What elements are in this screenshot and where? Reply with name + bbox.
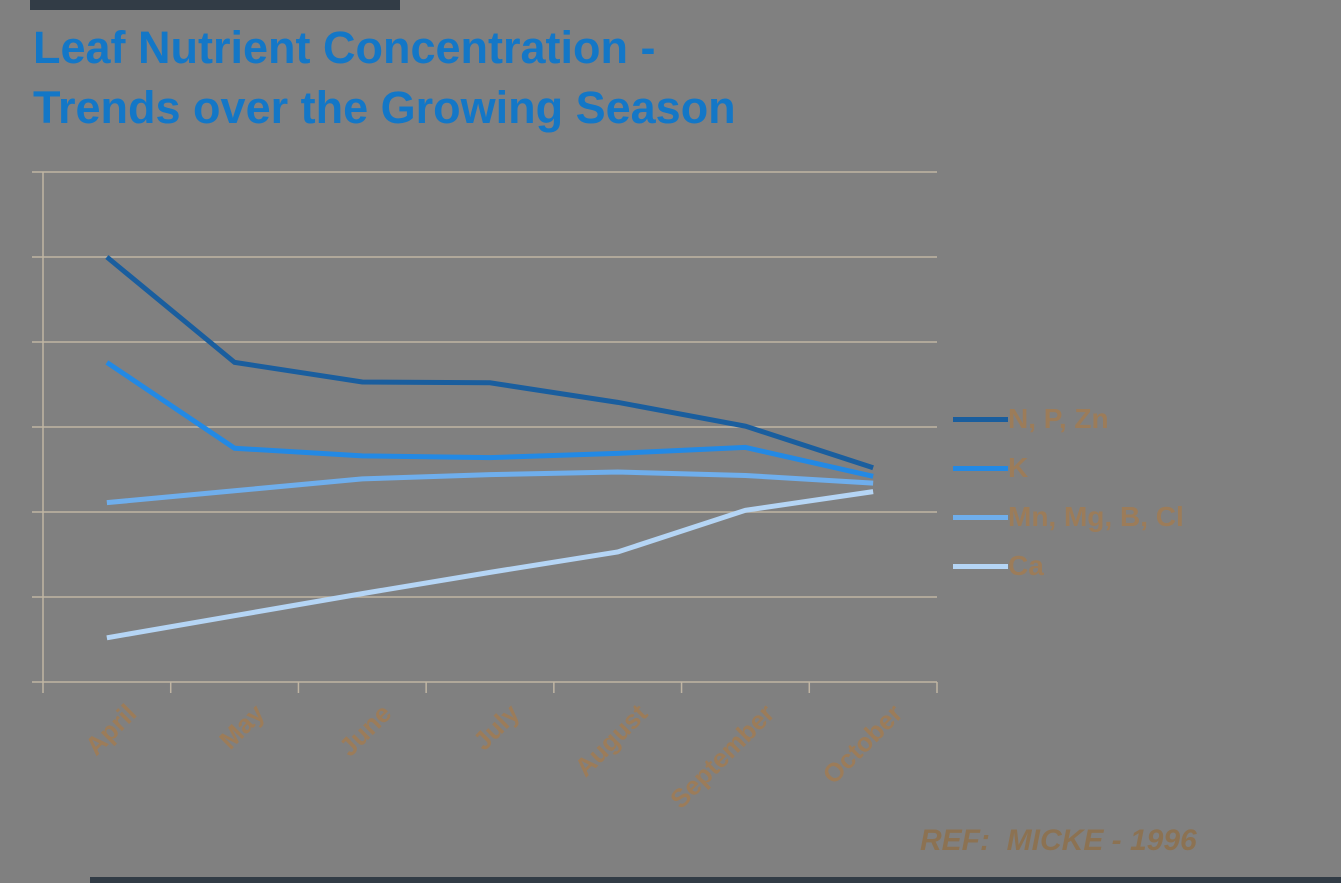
x-axis-label-september: September: [664, 698, 781, 815]
legend-label-k: K: [1008, 452, 1029, 483]
chart-title-line2: Trends over the Growing Season: [33, 82, 736, 133]
bottom-edge-bar: [90, 877, 1341, 883]
legend-line-swatch-n-p-zn: [953, 416, 1008, 422]
series-line-k: [105, 360, 874, 479]
series-polyline-n-p-zn: [105, 255, 874, 471]
series-line-ca: [106, 489, 874, 641]
x-axis-ticks: [169, 682, 938, 693]
chart-title-line1: Leaf Nutrient Concentration -: [33, 22, 656, 73]
chart-title: Leaf Nutrient Concentration - Trends ove…: [33, 18, 736, 138]
x-axis-label-june: June: [333, 698, 398, 763]
legend-line-swatch-mn-mg-b-cl: [953, 514, 1008, 520]
chart-legend: N, P, Zn K Mn, Mg, B, Cl Ca: [953, 403, 1184, 601]
series-line-mn-mg-b-cl: [106, 469, 874, 506]
series-line-n-p-zn: [105, 255, 874, 471]
series-polyline-mn-mg-b-cl: [106, 469, 874, 506]
x-axis-label-august: August: [568, 698, 653, 783]
legend-line-swatch-ca: [953, 563, 1008, 569]
legend-line-swatch-k: [953, 465, 1008, 471]
legend-item-mn-mg-b-cl: Mn, Mg, B, Cl: [953, 501, 1184, 532]
reference-note: REF: MICKE - 1996: [920, 824, 1197, 857]
x-axis-label-may: May: [212, 698, 270, 755]
legend-label-mn-mg-b-cl: Mn, Mg, B, Cl: [1008, 501, 1184, 532]
legend-item-k: K: [953, 452, 1184, 483]
x-axis-label-july: July: [467, 698, 526, 757]
horizontal-gridlines: [32, 171, 937, 683]
top-edge-bar: [30, 0, 400, 10]
legend-label-n-p-zn: N, P, Zn: [1008, 403, 1109, 434]
legend-item-n-p-zn: N, P, Zn: [953, 403, 1184, 434]
x-axis-label-april: April: [78, 698, 143, 762]
series-polyline-ca: [106, 489, 874, 641]
legend-label-ca: Ca: [1008, 550, 1044, 581]
legend-item-ca: Ca: [953, 550, 1184, 581]
series-polyline-k: [105, 360, 874, 479]
x-axis-label-october: October: [816, 698, 909, 790]
